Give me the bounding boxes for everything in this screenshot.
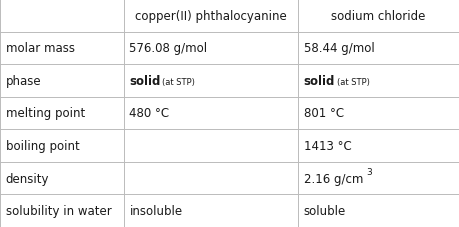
Text: 58.44 g/mol: 58.44 g/mol — [304, 42, 375, 55]
Text: (at STP): (at STP) — [162, 78, 196, 87]
Text: density: density — [6, 172, 49, 185]
Text: sodium chloride: sodium chloride — [331, 10, 426, 23]
Text: soluble: soluble — [304, 204, 346, 217]
Text: boiling point: boiling point — [6, 139, 79, 152]
Text: insoluble: insoluble — [129, 204, 183, 217]
Text: molar mass: molar mass — [6, 42, 74, 55]
Text: melting point: melting point — [6, 107, 85, 120]
Text: 3: 3 — [366, 168, 372, 176]
Text: 480 °C: 480 °C — [129, 107, 169, 120]
Text: 2.16 g/cm: 2.16 g/cm — [304, 172, 363, 185]
Text: 801 °C: 801 °C — [304, 107, 344, 120]
Text: copper(II) phthalocyanine: copper(II) phthalocyanine — [135, 10, 287, 23]
Text: solid: solid — [129, 75, 161, 88]
Text: solubility in water: solubility in water — [6, 204, 111, 217]
Text: (at STP): (at STP) — [337, 78, 370, 87]
Text: 576.08 g/mol: 576.08 g/mol — [129, 42, 207, 55]
Text: phase: phase — [6, 75, 41, 88]
Text: solid: solid — [304, 75, 335, 88]
Text: 1413 °C: 1413 °C — [304, 139, 352, 152]
